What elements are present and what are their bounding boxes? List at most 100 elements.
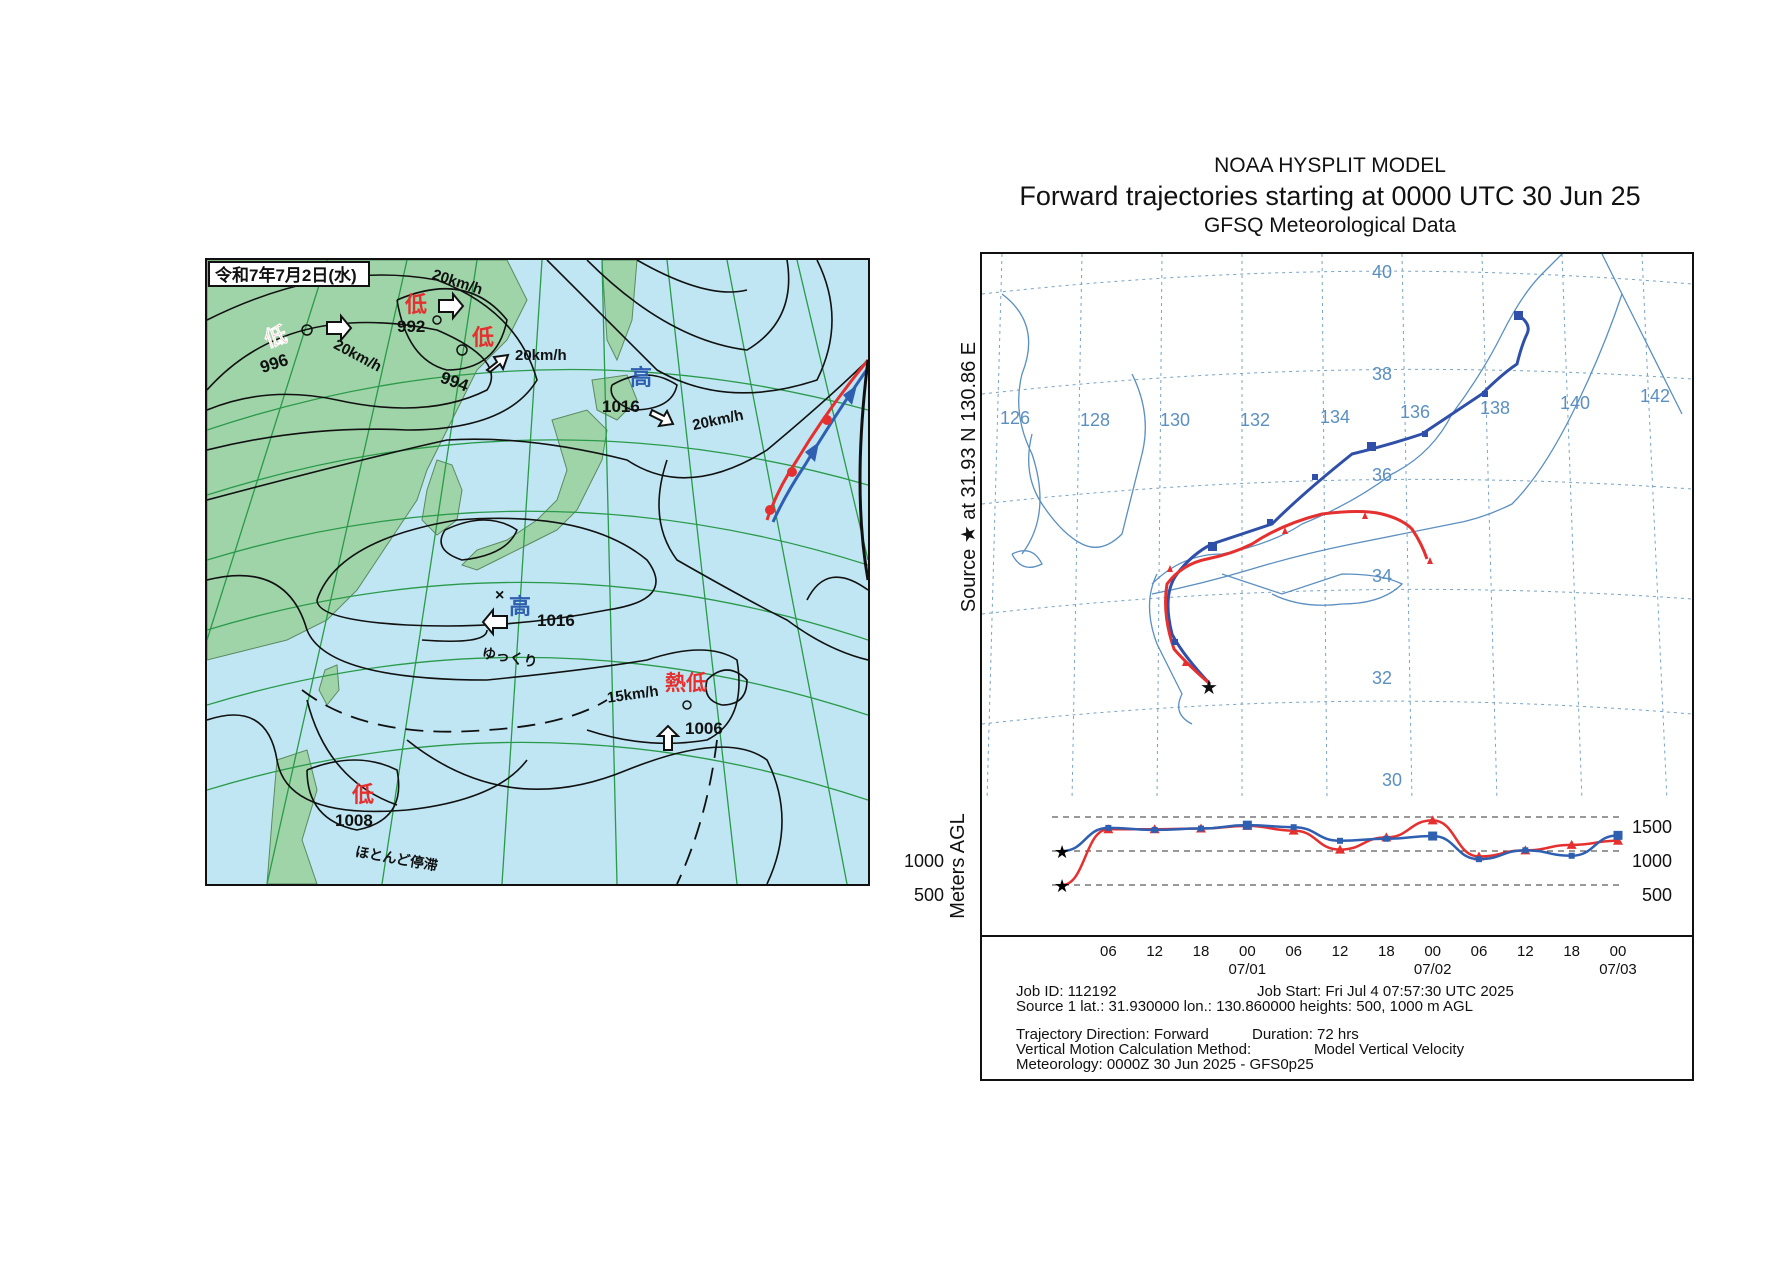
- time-tick-label: 18: [1192, 943, 1210, 960]
- cold-front-marker: [843, 385, 857, 405]
- hysplit-subtitle: Forward trajectories starting at 0000 UT…: [1019, 181, 1641, 211]
- profile-point: [1427, 815, 1438, 825]
- vertical-motion-value: Model Vertical Velocity: [1314, 1041, 1465, 1058]
- land-sakhalin: [601, 260, 638, 362]
- profile-left-level: 500: [914, 885, 945, 905]
- profile-point: [1335, 844, 1345, 854]
- low-pressure: 1008: [335, 811, 373, 830]
- high-symbol: 高: [509, 594, 531, 619]
- date-label: 令和7年7月2日(水): [215, 265, 357, 285]
- trajectory-map: 126 128 130 132 134 136 138 140 142 40 3…: [980, 252, 1694, 803]
- source-star: ★: [1200, 677, 1218, 699]
- lat-labels: 40 38 36 34 32 30: [1372, 262, 1402, 790]
- trajectory-blue-markers: [1172, 311, 1523, 645]
- vertical-motion-label: Vertical Motion Calculation Method:: [1016, 1041, 1252, 1058]
- profile-point: [1613, 830, 1623, 840]
- trajectory-blue: [1166, 312, 1530, 686]
- slow-label: ゆっくり: [481, 645, 539, 670]
- low-symbol: 低: [404, 292, 427, 317]
- warm-front-marker: [787, 467, 797, 477]
- profile-point: [1522, 847, 1529, 854]
- dashed-isobar: [301, 689, 718, 884]
- profile-point: [1383, 835, 1390, 842]
- lat-label: 36: [1372, 465, 1392, 485]
- profile-right-level: 500: [1642, 885, 1673, 905]
- date-tick-label: 07/01: [1228, 961, 1267, 978]
- profile-point: [1337, 837, 1343, 844]
- front-segment: [858, 359, 868, 581]
- profile-right-level: 1500: [1632, 817, 1673, 837]
- lon-label: 126: [1000, 408, 1030, 428]
- lon-label: 128: [1080, 410, 1110, 430]
- trajectory-red-markers: [1167, 512, 1433, 666]
- time-tick-label: 00: [1238, 943, 1256, 960]
- time-tick-label: 00: [1424, 943, 1441, 960]
- time-tick-label: 06: [1285, 943, 1302, 960]
- profile-point: [1568, 852, 1575, 859]
- date-tick-label: 07/02: [1413, 961, 1452, 978]
- tropical-low-speed: 15km/h: [606, 683, 660, 707]
- high-pressure: 1016: [602, 397, 640, 416]
- trajectory-duration: Duration: 72 hrs: [1252, 1026, 1359, 1043]
- time-tick-label: 18: [1377, 943, 1395, 960]
- high-symbol: 高: [630, 365, 652, 390]
- land-taiwan: [318, 664, 340, 706]
- date-tick-label: 07/03: [1599, 961, 1637, 978]
- vertical-profile-svg: ★★: [1052, 815, 1623, 896]
- lat-label: 34: [1372, 566, 1392, 586]
- low-symbol: 低: [471, 325, 494, 350]
- profile-start-star: ★: [1054, 842, 1070, 862]
- profile-ylabel: Meters AGL: [947, 813, 969, 919]
- time-tick-label: 06: [1099, 943, 1117, 960]
- trajectory-map-svg: 126 128 130 132 134 136 138 140 142 40 3…: [982, 254, 1692, 801]
- profile-point: [1290, 824, 1297, 831]
- land-japan: [461, 409, 608, 571]
- land-philippines: [266, 749, 318, 884]
- profile-point: [1428, 831, 1438, 841]
- profile-point: [1198, 825, 1204, 832]
- cold-front-marker: [805, 442, 819, 462]
- land-korea: [421, 459, 463, 536]
- warm-front-marker: [765, 505, 775, 515]
- low-symbol: 低: [351, 782, 374, 807]
- time-tick-label: 12: [1331, 943, 1349, 960]
- lat-label: 30: [1382, 770, 1402, 790]
- profile-ylabel-svg: Meters AGL: [947, 813, 969, 919]
- lon-label: 132: [1240, 410, 1270, 430]
- time-tick-label: 12: [1146, 943, 1163, 960]
- profile-start-star: ★: [1054, 876, 1070, 896]
- lat-label: 40: [1372, 262, 1392, 282]
- weather-map: 令和7年7月2日(水) 低 996 低 992 低 994 低 1008 高 1…: [205, 258, 870, 886]
- profile-left-level: 1000: [904, 851, 945, 871]
- job-info-panel: Job ID: 112192 Job Start: Fri Jul 4 07:5…: [980, 981, 1694, 1081]
- lat-label: 32: [1372, 668, 1392, 688]
- lat-label: 38: [1372, 364, 1392, 384]
- trajectory-direction: Trajectory Direction: Forward: [1016, 1026, 1209, 1043]
- source-axis-label: Source ★ at 31.93 N 130.86 E: [948, 302, 988, 652]
- lon-label: 140: [1560, 393, 1590, 413]
- date-label-box: [208, 261, 370, 287]
- map-graticule: [982, 254, 1692, 801]
- time-tick-label: 12: [1516, 943, 1534, 960]
- low-pressure: 992: [397, 317, 425, 336]
- profile-point: [1613, 835, 1623, 845]
- tropical-low-symbol: 熱低: [665, 671, 707, 695]
- profile-point: [1566, 839, 1577, 849]
- time-tick-label: 18: [1563, 943, 1580, 960]
- source-info: Source 1 lat.: 31.930000 lon.: 130.86000…: [1016, 998, 1474, 1015]
- speed-label: 20km/h: [691, 407, 745, 434]
- lon-label: 134: [1320, 407, 1350, 427]
- meteorology-info: Meteorology: 0000Z 30 Jun 2025 - GFS0p25: [1016, 1056, 1314, 1073]
- trajectory-red: [1164, 510, 1429, 686]
- job-id: Job ID: 112192: [1016, 983, 1117, 1000]
- isobars: [207, 260, 868, 884]
- tropical-low-pressure: 1006: [685, 719, 723, 738]
- profile-point: [1105, 824, 1112, 831]
- lon-label: 130: [1160, 410, 1190, 430]
- time-tick-label: 00: [1609, 943, 1627, 960]
- hysplit-data-source: GFSQ Meteorological Data: [1203, 214, 1457, 237]
- vertical-profile-chart: ★ ★ 1500 1000 500 1000 500 Meters AGL: [904, 797, 1694, 937]
- hysplit-title: NOAA HYSPLIT MODEL: [1214, 154, 1446, 177]
- profile-series: ★★: [1054, 815, 1623, 896]
- pressure-centers: [301, 315, 692, 710]
